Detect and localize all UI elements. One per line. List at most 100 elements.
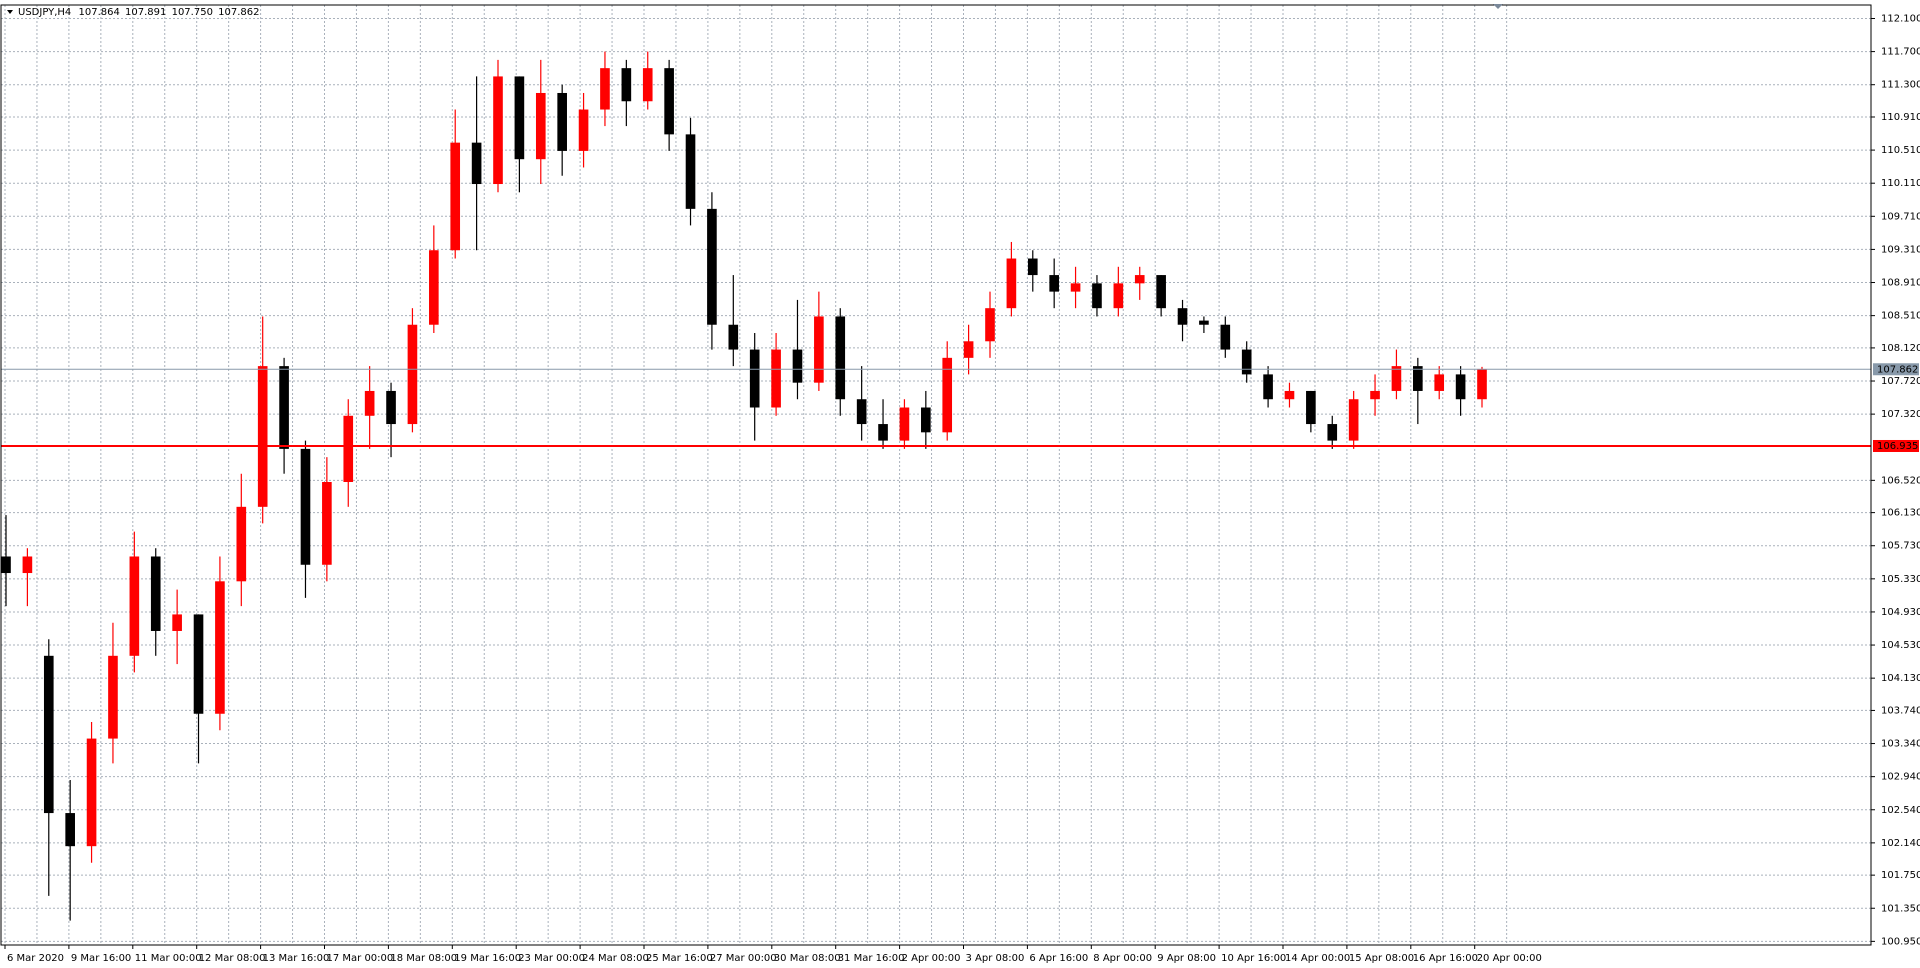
candle-body bbox=[771, 349, 781, 408]
candle-body bbox=[728, 324, 739, 350]
shift-marker bbox=[1493, 4, 1503, 9]
candle-body bbox=[835, 316, 846, 400]
candle-body bbox=[471, 142, 482, 185]
x-tick-label: 17 Mar 00:00 bbox=[327, 953, 394, 964]
header-arrow bbox=[7, 10, 13, 14]
grid: 112.100 111.700 111.300 110.910 110.510 110.1… bbox=[1, 5, 1920, 964]
candle-body bbox=[172, 614, 182, 631]
candle-body bbox=[1156, 275, 1166, 309]
y-tick-label: 108.120 bbox=[1881, 343, 1920, 354]
y-tick-label: 103.740 bbox=[1881, 705, 1920, 716]
y-tick-label: 105.330 bbox=[1881, 574, 1920, 585]
y-tick-label: 102.540 bbox=[1881, 805, 1920, 816]
candle-body bbox=[1348, 399, 1359, 441]
candle-body bbox=[1049, 275, 1059, 292]
x-tick-label: 31 Mar 16:00 bbox=[838, 953, 905, 964]
candle-body bbox=[1006, 258, 1017, 309]
y-tick-label: 104.930 bbox=[1881, 607, 1920, 618]
x-tick-label: 27 Mar 00:00 bbox=[710, 953, 777, 964]
x-tick-label: 25 Mar 16:00 bbox=[646, 953, 713, 964]
candle-body bbox=[921, 407, 931, 433]
y-tick-label: 107.720 bbox=[1881, 376, 1920, 387]
chart-header: USDJPY,H4 107.864 107.891 107.750 107.86… bbox=[18, 7, 259, 18]
x-tick-label: 13 Mar 16:00 bbox=[263, 953, 330, 964]
x-tick-label: 14 Apr 00:00 bbox=[1285, 953, 1350, 964]
overlay: 107.862 106.935 bbox=[1, 363, 1919, 452]
x-tick-label: 12 Mar 08:00 bbox=[199, 953, 266, 964]
candle-body bbox=[878, 424, 888, 441]
candle-body bbox=[664, 68, 674, 135]
y-tick-label: 110.510 bbox=[1881, 145, 1920, 156]
candle-body bbox=[493, 76, 503, 185]
y-tick-label: 103.340 bbox=[1881, 739, 1920, 750]
symbol: USDJPY,H4 bbox=[18, 7, 71, 18]
x-tick-label: 18 Mar 08:00 bbox=[390, 953, 457, 964]
candles bbox=[1, 51, 1487, 921]
bid-line-label-box bbox=[1873, 363, 1919, 376]
y-tick-label: 108.510 bbox=[1881, 311, 1920, 322]
bid-line-label: 107.862 bbox=[1877, 364, 1918, 375]
y-tick-label: 107.320 bbox=[1881, 409, 1920, 420]
candle-body bbox=[514, 76, 525, 160]
candle-body bbox=[364, 390, 375, 416]
candle-body bbox=[1370, 390, 1380, 400]
candle-body bbox=[279, 366, 289, 449]
candle-body bbox=[450, 142, 461, 251]
y-tick-label: 108.910 bbox=[1881, 278, 1920, 289]
y-tick-label: 102.940 bbox=[1881, 772, 1920, 783]
candle-body bbox=[108, 655, 118, 739]
candle-body bbox=[1263, 374, 1273, 400]
candle-body bbox=[942, 357, 953, 433]
candle-body bbox=[129, 556, 140, 656]
x-tick-label: 15 Apr 08:00 bbox=[1349, 953, 1414, 964]
candle-body bbox=[22, 556, 33, 574]
x-tick-label: 16 Apr 16:00 bbox=[1413, 953, 1478, 964]
candle-body bbox=[1455, 374, 1466, 400]
candle-body bbox=[1027, 258, 1038, 276]
candle-body bbox=[429, 250, 439, 325]
candle-body bbox=[685, 134, 696, 209]
y-tick-label: 105.730 bbox=[1881, 541, 1920, 552]
candle-body bbox=[1113, 283, 1124, 309]
candle-body bbox=[322, 481, 332, 565]
level-line-label-box bbox=[1873, 439, 1919, 452]
x-tick-label: 11 Mar 00:00 bbox=[135, 953, 202, 964]
y-tick-label: 106.520 bbox=[1881, 475, 1920, 486]
candle-body bbox=[150, 556, 161, 631]
candle-body bbox=[1477, 369, 1487, 400]
x-tick-label: 20 Apr 00:00 bbox=[1477, 953, 1542, 964]
candle-body bbox=[1199, 320, 1209, 325]
y-tick-label: 110.910 bbox=[1881, 112, 1920, 123]
candle-body bbox=[407, 324, 418, 425]
y-tick-label: 112.100 bbox=[1881, 13, 1920, 24]
plot-frame bbox=[0, 4, 1872, 946]
candle-body bbox=[792, 349, 803, 383]
candle-body bbox=[1, 556, 11, 574]
candle-body bbox=[236, 506, 247, 582]
candle-body bbox=[557, 92, 567, 151]
candle-body bbox=[193, 614, 204, 714]
candle-body bbox=[600, 68, 610, 110]
y-tick-label: 101.750 bbox=[1881, 870, 1920, 881]
candle-body bbox=[963, 341, 974, 358]
y-tick-label: 111.700 bbox=[1881, 47, 1920, 58]
y-tick-label: 109.710 bbox=[1881, 211, 1920, 222]
y-tick-label: 100.950 bbox=[1881, 936, 1920, 947]
candle-body bbox=[1220, 324, 1231, 350]
candle-body bbox=[535, 92, 546, 160]
x-tick-label: 6 Mar 2020 bbox=[7, 953, 64, 964]
candle-body bbox=[1327, 424, 1338, 441]
x-tick-label: 30 Mar 08:00 bbox=[774, 953, 841, 964]
candle-body bbox=[1177, 308, 1188, 325]
y-tick-label: 110.110 bbox=[1881, 178, 1920, 189]
y-tick-label: 101.350 bbox=[1881, 903, 1920, 914]
candle-body bbox=[749, 349, 760, 408]
candle-body bbox=[642, 68, 653, 102]
candle-body bbox=[1413, 366, 1423, 391]
candle-body bbox=[985, 308, 995, 342]
y-tick-label: 106.130 bbox=[1881, 508, 1920, 519]
x-tick-label: 9 Apr 08:00 bbox=[1157, 953, 1216, 964]
x-tick-label: 23 Mar 00:00 bbox=[518, 953, 585, 964]
candle-body bbox=[707, 208, 717, 325]
